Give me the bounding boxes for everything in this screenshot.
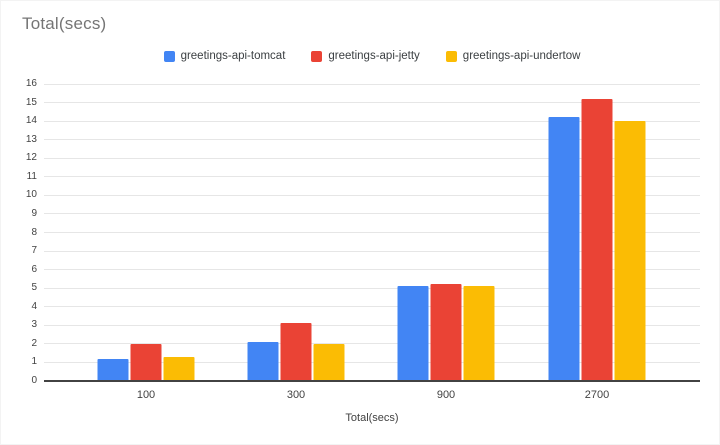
bar-greetings-api-undertow-300 xyxy=(313,343,345,381)
y-axis-tick-label: 14 xyxy=(25,115,37,127)
bar-greetings-api-tomcat-300 xyxy=(247,342,279,381)
bar-greetings-api-tomcat-2700 xyxy=(548,117,580,381)
gridline xyxy=(44,361,700,363)
gridline xyxy=(44,120,700,122)
y-axis-tick-label: 15 xyxy=(25,96,37,108)
y-axis-tick-label: 10 xyxy=(25,189,37,201)
gridline xyxy=(44,343,700,345)
plot-area xyxy=(44,83,700,382)
bar-group-2700 xyxy=(548,98,646,381)
y-axis-tick-label: 6 xyxy=(31,263,37,275)
y-axis-tick-label: 1 xyxy=(31,356,37,368)
y-axis-tick-label: 16 xyxy=(25,78,37,89)
legend-item-greetings-api-jetty: greetings-api-jetty xyxy=(311,50,420,62)
y-axis-tick-label: 12 xyxy=(25,152,37,164)
gridline xyxy=(44,102,700,104)
gridline xyxy=(44,287,700,289)
y-axis-tick-label: 2 xyxy=(31,337,37,349)
x-axis-tick-label: 900 xyxy=(436,389,456,401)
x-axis-title: Total(secs) xyxy=(345,412,399,424)
y-axis-tick-label: 3 xyxy=(31,319,37,331)
legend-swatch-icon xyxy=(311,50,323,62)
bar-greetings-api-jetty-300 xyxy=(280,323,312,381)
y-axis-tick-label: 0 xyxy=(31,375,37,386)
bar-greetings-api-tomcat-900 xyxy=(397,286,429,381)
legend-item-greetings-api-tomcat: greetings-api-tomcat xyxy=(163,50,286,62)
bar-greetings-api-tomcat-100 xyxy=(97,358,129,381)
gridline xyxy=(44,176,700,178)
legend-item-greetings-api-undertow: greetings-api-undertow xyxy=(445,50,581,62)
bar-greetings-api-jetty-100 xyxy=(130,343,162,381)
chart-title: Total(secs) xyxy=(22,14,107,33)
y-axis-tick-label: 4 xyxy=(31,300,37,312)
bar-group-900 xyxy=(397,284,495,381)
legend-label: greetings-api-undertow xyxy=(462,50,581,62)
y-axis-tick-label: 5 xyxy=(31,282,37,294)
bar-greetings-api-undertow-2700 xyxy=(614,121,646,381)
bar-group-300 xyxy=(247,323,345,381)
x-axis-tick-label: 2700 xyxy=(584,389,610,401)
legend-swatch-icon xyxy=(163,50,175,62)
bar-group-100 xyxy=(97,343,195,381)
bar-greetings-api-undertow-100 xyxy=(163,356,195,381)
x-axis-baseline xyxy=(44,380,700,382)
legend-swatch-icon xyxy=(445,50,457,62)
gridline xyxy=(44,139,700,141)
gridline xyxy=(44,306,700,308)
gridline xyxy=(44,194,700,196)
y-axis-tick-label: 13 xyxy=(25,133,37,145)
bar-greetings-api-undertow-900 xyxy=(463,286,495,381)
legend-label: greetings-api-jetty xyxy=(328,50,420,62)
y-axis-tick-label: 7 xyxy=(31,245,37,257)
y-axis-tick-label: 9 xyxy=(31,207,37,219)
gridline xyxy=(44,324,700,326)
y-axis-tick-label: 11 xyxy=(26,170,37,182)
bar-greetings-api-jetty-900 xyxy=(430,284,462,381)
gridline xyxy=(44,213,700,215)
x-axis-labels: 100 300 900 2700 xyxy=(44,389,700,403)
x-axis-tick-label: 100 xyxy=(136,389,156,401)
gridline xyxy=(44,157,700,159)
y-axis-tick-label: 8 xyxy=(31,226,37,238)
gridline xyxy=(44,232,700,233)
legend: greetings-api-tomcat greetings-api-jetty g… xyxy=(44,50,700,62)
gridline xyxy=(44,269,700,271)
x-axis-tick-label: 300 xyxy=(286,389,306,401)
bar-greetings-api-jetty-2700 xyxy=(581,98,613,381)
gridline xyxy=(44,83,700,85)
y-axis-labels: 0 1 2 3 4 5 6 7 8 9 10 11 12 13 14 15 16 xyxy=(0,79,37,386)
gridline xyxy=(44,250,700,252)
legend-label: greetings-api-tomcat xyxy=(180,50,286,62)
